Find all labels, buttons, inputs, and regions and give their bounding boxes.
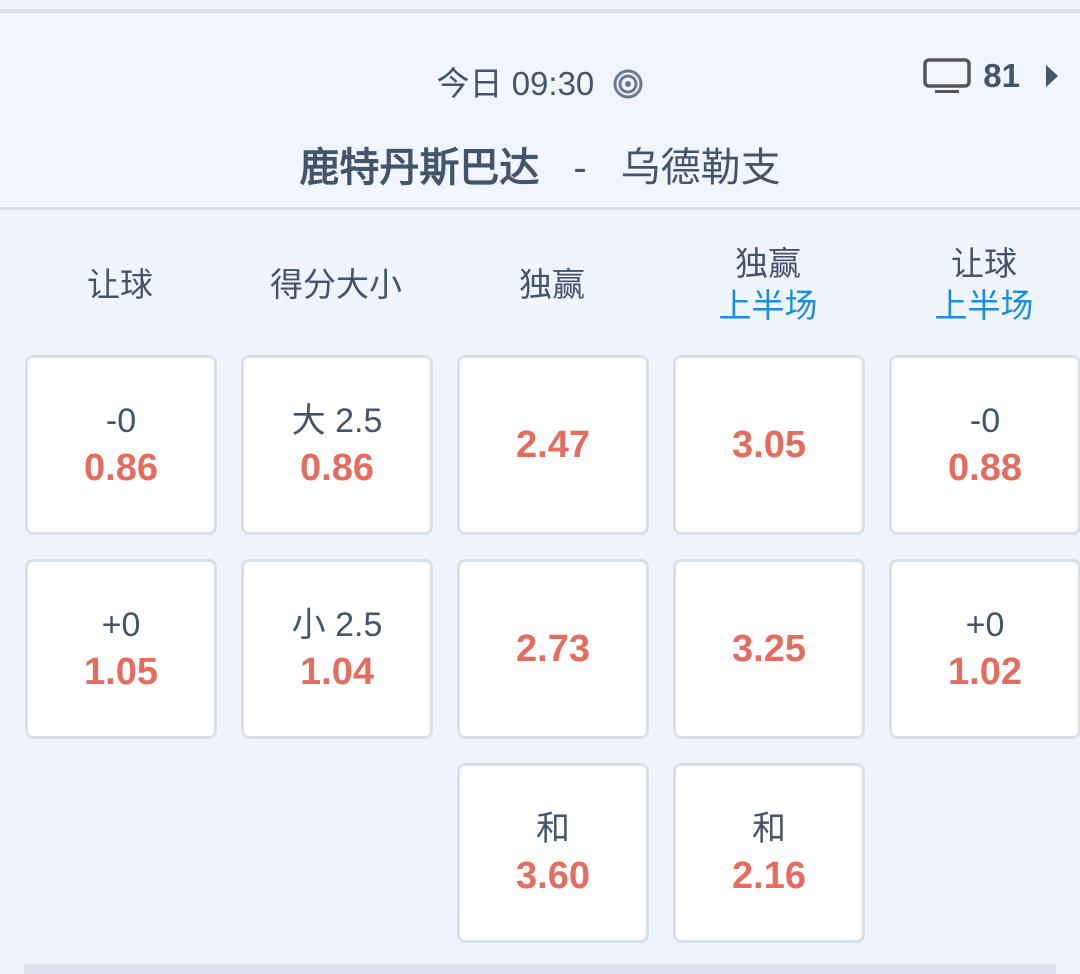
odds-label: 和 xyxy=(536,810,570,848)
odds-button[interactable]: +0 1.05 xyxy=(25,559,217,739)
column-title: 独赢 xyxy=(519,266,585,303)
odds-value: 2.16 xyxy=(732,855,806,897)
tv-icon xyxy=(923,58,972,93)
odds-value: 2.73 xyxy=(516,628,590,670)
odds-label: -0 xyxy=(105,402,137,440)
caret-right-icon[interactable] xyxy=(1046,65,1058,87)
odds-button[interactable]: +0 1.02 xyxy=(889,559,1080,739)
target-icon xyxy=(613,69,643,99)
tv-count: 81 xyxy=(983,57,1020,94)
odds-value: 3.25 xyxy=(732,628,806,670)
odds-value: 3.60 xyxy=(516,855,590,897)
odds-button[interactable]: 3.05 xyxy=(673,355,865,535)
odds-label: 大 2.5 xyxy=(291,402,383,440)
odds-value: 1.05 xyxy=(84,651,158,693)
odds-label: +0 xyxy=(101,606,141,644)
column-title: 让球 xyxy=(951,245,1017,282)
home-team: 鹿特丹斯巴达 xyxy=(299,146,540,190)
odds-button[interactable]: 和 3.60 xyxy=(457,763,649,943)
column-header: 得分大小 xyxy=(241,240,431,330)
odds-button[interactable]: -0 0.86 xyxy=(25,355,217,535)
odds-label: 小 2.5 xyxy=(291,606,383,644)
column-header: 让球 xyxy=(25,240,215,330)
match-time: 今日 09:30 xyxy=(0,57,1080,105)
odds-value: 1.04 xyxy=(300,651,374,693)
team-separator: - xyxy=(573,146,587,190)
column-subtitle: 上半场 xyxy=(718,287,818,324)
odds-label: -0 xyxy=(969,402,1001,440)
column-title: 让球 xyxy=(87,266,153,303)
odds-button[interactable]: 3.25 xyxy=(673,559,865,739)
odds-value: 3.05 xyxy=(732,424,806,466)
column-header: 让球 上半场 xyxy=(889,240,1079,330)
odds-button[interactable]: 大 2.5 0.86 xyxy=(241,355,433,535)
column-header: 独赢 xyxy=(457,240,647,330)
odds-value: 1.02 xyxy=(948,651,1022,693)
column-title: 独赢 xyxy=(735,245,801,282)
odds-value: 0.86 xyxy=(300,447,374,489)
column-title: 得分大小 xyxy=(270,266,402,303)
odds-value: 0.88 xyxy=(948,447,1022,489)
match-time-text: 今日 09:30 xyxy=(436,65,595,102)
top-divider xyxy=(0,9,1080,13)
odds-button[interactable]: 2.47 xyxy=(457,355,649,535)
odds-label: +0 xyxy=(965,606,1005,644)
odds-value: 2.47 xyxy=(516,424,590,466)
odds-label: 和 xyxy=(752,810,786,848)
odds-button[interactable]: 和 2.16 xyxy=(673,763,865,943)
live-stream-button[interactable]: 81 xyxy=(923,57,1058,95)
odds-button[interactable]: 小 2.5 1.04 xyxy=(241,559,433,739)
match-header: 今日 09:30 81 鹿特丹斯巴达 - 乌德勒支 xyxy=(0,13,1080,210)
away-team: 乌德勒支 xyxy=(620,146,781,190)
odds-value: 0.86 xyxy=(84,447,158,489)
teams: 鹿特丹斯巴达 - 乌德勒支 xyxy=(0,135,1080,193)
column-header: 独赢 上半场 xyxy=(673,240,863,330)
bottom-divider xyxy=(24,964,1056,974)
column-subtitle: 上半场 xyxy=(934,287,1034,324)
odds-button[interactable]: 2.73 xyxy=(457,559,649,739)
odds-button[interactable]: -0 0.88 xyxy=(889,355,1080,535)
